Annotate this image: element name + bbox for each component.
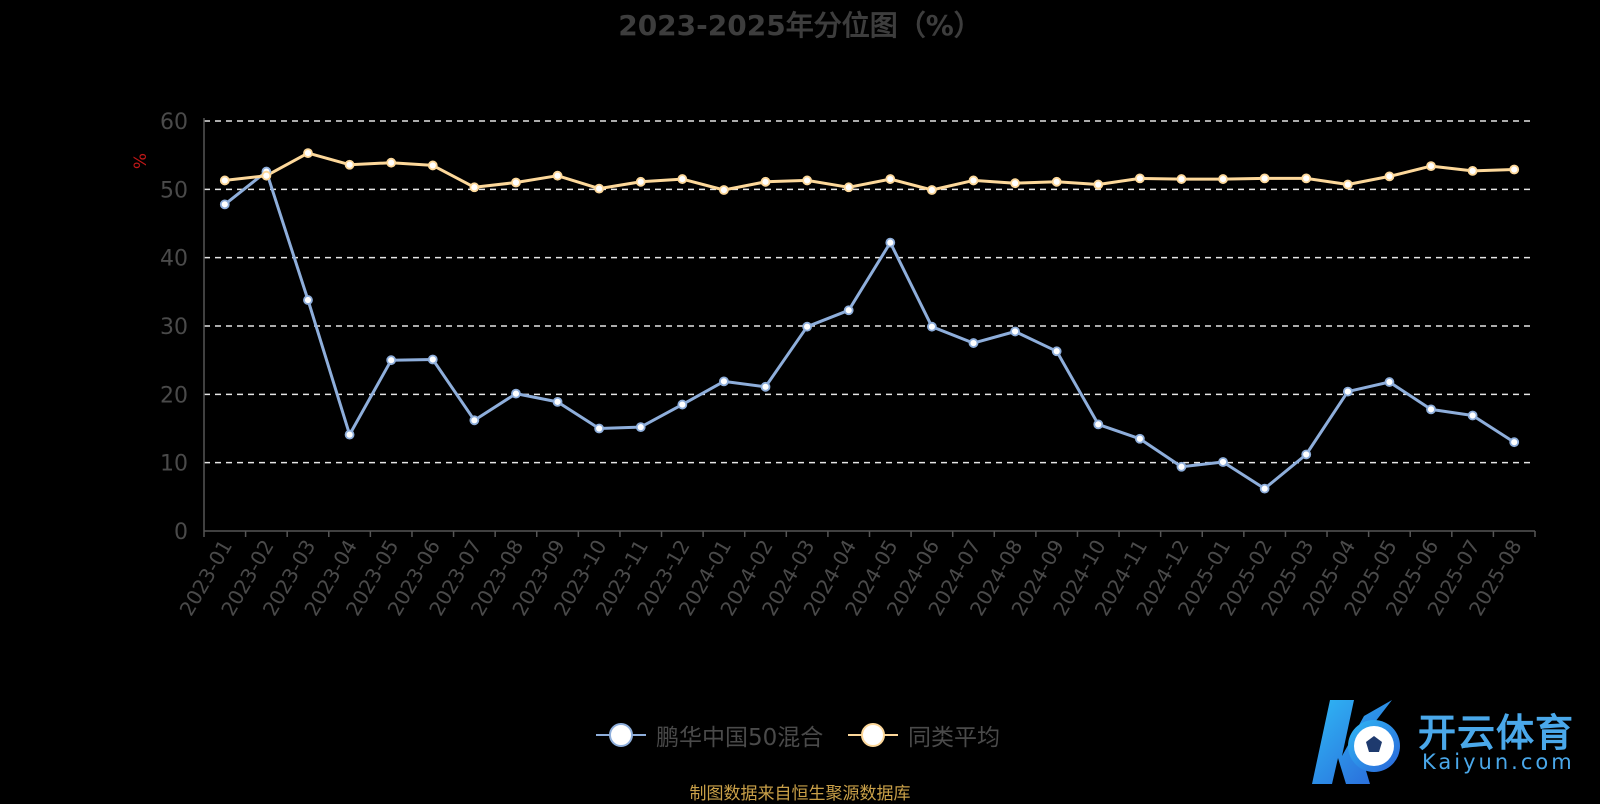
data-point-series-1	[1051, 176, 1062, 187]
legend-label-average: 同类平均	[908, 725, 1000, 751]
data-point-series-1	[843, 182, 854, 193]
data-point-series-1	[1509, 164, 1520, 175]
y-tick-label: 50	[160, 178, 188, 203]
data-point-series-1	[968, 175, 979, 186]
data-point-series-0	[1010, 326, 1020, 337]
data-point-series-0	[843, 305, 854, 316]
data-point-series-1	[1218, 174, 1228, 184]
source-note: 制图数据来自恒生聚源数据库	[689, 784, 911, 804]
data-point-series-1	[1259, 173, 1270, 184]
data-point-series-0	[511, 388, 521, 399]
data-point-series-0	[1384, 377, 1395, 387]
data-point-series-1	[469, 182, 480, 193]
y-tick-label: 60	[160, 110, 188, 135]
data-point-series-1	[1467, 165, 1478, 176]
data-point-series-0	[1176, 461, 1187, 472]
data-point-series-0	[719, 376, 729, 387]
data-point-series-1	[719, 185, 729, 195]
legend-marker-average-icon	[848, 722, 898, 748]
data-point-series-1	[386, 157, 397, 168]
watermark-brand-en: Kaiyun.com	[1422, 750, 1575, 774]
data-point-series-0	[1342, 386, 1353, 397]
data-point-series-0	[1093, 419, 1104, 430]
data-point-series-1	[1093, 179, 1104, 190]
data-point-series-1	[261, 170, 272, 181]
data-point-series-1	[1426, 161, 1436, 172]
data-point-series-1	[1176, 174, 1187, 184]
data-point-series-0	[386, 355, 397, 366]
watermark-logo: 开云体育 Kaiyun.com	[1312, 696, 1600, 792]
data-point-series-0	[677, 399, 688, 410]
data-point-series-0	[1426, 404, 1436, 415]
data-point-series-1	[344, 159, 355, 170]
watermark-brand-cn: 开云体育	[1418, 711, 1575, 755]
data-point-series-1	[1384, 171, 1395, 182]
data-point-series-0	[1259, 483, 1270, 494]
data-point-series-1	[427, 160, 438, 171]
y-tick-label: 0	[174, 520, 188, 545]
data-point-series-0	[1134, 433, 1145, 444]
y-tick-label: 30	[160, 315, 188, 340]
data-point-series-0	[1467, 410, 1478, 421]
data-point-series-1	[1342, 179, 1353, 190]
data-point-series-0	[594, 423, 605, 434]
data-point-series-1	[926, 185, 937, 195]
k-football-logo-icon	[1312, 700, 1400, 784]
grid-lines	[204, 120, 1535, 464]
data-point-series-0	[760, 381, 771, 392]
data-point-series-0	[1509, 437, 1520, 448]
legend-label-fund: 鹏华中国50混合	[656, 725, 824, 751]
data-point-series-1	[885, 174, 896, 184]
series-lines	[223, 151, 1516, 491]
data-point-series-0	[968, 338, 979, 348]
chart-title: 2023-2025年分位图（%）	[618, 9, 982, 42]
data-point-series-1	[1134, 173, 1145, 184]
data-point-series-0	[303, 295, 313, 305]
data-point-series-0	[469, 415, 480, 426]
axes: 0102030405060%2023-012023-022023-032023-…	[131, 110, 1536, 620]
legend-item-category-average[interactable]: 同类平均	[848, 718, 1000, 752]
y-tick-label: 10	[160, 452, 188, 477]
data-point-series-0	[802, 321, 813, 332]
data-point-series-1	[635, 176, 646, 187]
y-axis-label: %	[131, 153, 151, 169]
data-point-series-1	[802, 175, 813, 186]
data-point-series-0	[885, 237, 896, 248]
data-point-series-0	[1051, 346, 1062, 357]
data-point-series-1	[1301, 173, 1312, 184]
data-points	[219, 148, 1520, 494]
legend-item-fund[interactable]: 鹏华中国50混合	[596, 718, 823, 752]
data-point-series-1	[511, 177, 521, 188]
data-point-series-0	[1301, 449, 1312, 460]
data-point-series-0	[427, 354, 438, 365]
data-point-series-0	[219, 199, 230, 210]
data-point-series-1	[1010, 178, 1020, 189]
data-point-series-1	[760, 176, 771, 187]
series-line-1	[224, 151, 1515, 192]
data-point-series-1	[552, 170, 563, 181]
y-tick-label: 20	[160, 383, 188, 408]
data-point-series-0	[635, 422, 646, 433]
data-point-series-1	[219, 175, 230, 186]
data-point-series-0	[926, 321, 937, 332]
data-point-series-1	[677, 174, 688, 184]
data-point-series-0	[552, 396, 563, 407]
series-line-0	[223, 170, 1516, 491]
data-point-series-0	[1218, 457, 1228, 467]
legend-marker-fund-icon	[596, 722, 646, 748]
y-tick-label: 40	[160, 247, 188, 272]
data-point-series-1	[594, 183, 605, 194]
data-point-series-0	[344, 429, 355, 440]
data-point-series-1	[303, 148, 313, 159]
